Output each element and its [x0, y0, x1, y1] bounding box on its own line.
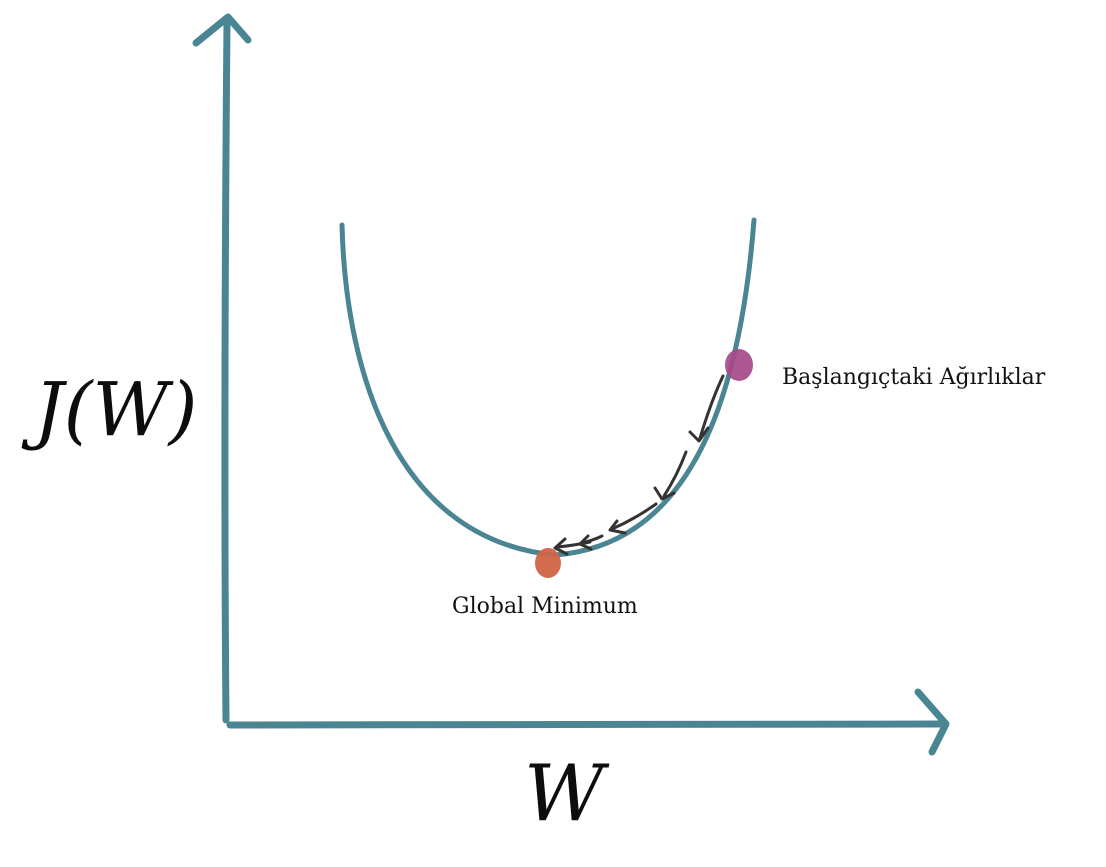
step-arrow-2-head [653, 486, 676, 501]
step-arrow-1-head [688, 426, 710, 443]
initial-weights-label: Başlangıçtaki Ağırlıklar [782, 365, 1046, 390]
x-axis-arrowhead [914, 688, 950, 756]
descent-steps [553, 374, 725, 556]
x-axis-line [226, 720, 946, 729]
y-axis-arrowhead [192, 13, 252, 47]
global-minimum-label: Global Minimum [452, 594, 638, 619]
step-arrow-3 [610, 502, 658, 531]
initial-weights-point [725, 349, 753, 381]
global-minimum-point [535, 548, 561, 578]
step-arrow-1 [698, 374, 725, 440]
step-arrow-5-head [553, 537, 569, 556]
y-axis-label: J(W) [21, 367, 197, 453]
y-axis [192, 13, 252, 724]
cost-curve [339, 217, 757, 558]
step-arrow-3-head [608, 519, 627, 535]
y-axis-line [221, 18, 231, 724]
step-arrow-2 [662, 450, 688, 498]
x-axis-label: W [524, 749, 610, 839]
step-arrow-5 [555, 540, 592, 549]
x-axis [226, 688, 950, 756]
